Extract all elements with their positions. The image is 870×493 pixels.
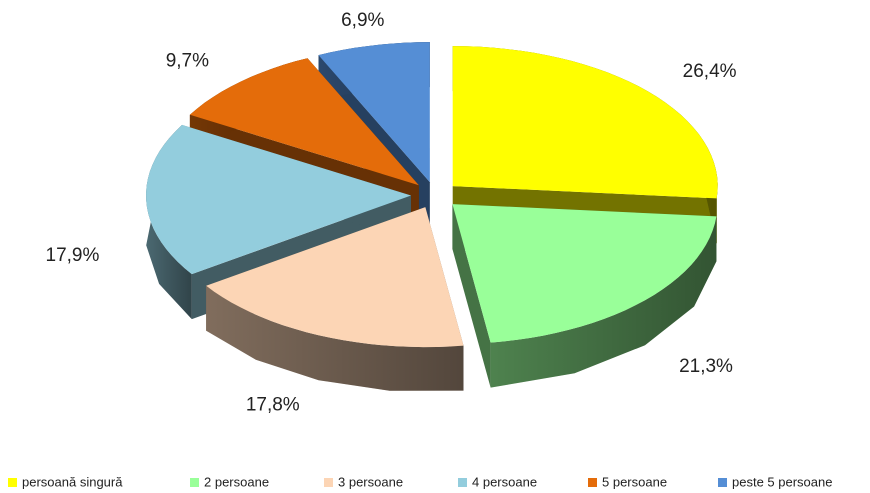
data-label: 21,3% (679, 356, 733, 377)
slice-top (452, 46, 718, 199)
pie-slice (452, 204, 717, 388)
data-label: 6,9% (341, 10, 384, 31)
legend-swatch (324, 478, 333, 487)
data-label: 17,8% (246, 395, 300, 416)
data-label: 26,4% (683, 61, 737, 82)
legend-label: 3 persoane (338, 474, 403, 489)
legend-swatch (718, 478, 727, 487)
slice-top (189, 58, 419, 186)
legend-swatch (588, 478, 597, 487)
data-label: 17,9% (46, 245, 100, 266)
slice-wall-shade (206, 285, 464, 391)
legend-label: 5 persoane (602, 474, 667, 489)
slice-top (318, 42, 430, 183)
legend-swatch (458, 478, 467, 487)
legend-swatch (190, 478, 199, 487)
slice-top (206, 207, 464, 348)
pie-slice (206, 207, 464, 391)
legend-label: peste 5 persoane (732, 474, 832, 489)
legend-label: 2 persoane (204, 474, 269, 489)
data-label: 9,7% (166, 50, 209, 71)
legend-swatch (8, 478, 17, 487)
legend-label: 4 persoane (472, 474, 537, 489)
slice-top (452, 204, 717, 343)
legend-label: persoană singură (22, 474, 123, 489)
slice-wall-shade (490, 216, 717, 388)
slice-top (146, 124, 412, 275)
slice-side (452, 204, 491, 388)
